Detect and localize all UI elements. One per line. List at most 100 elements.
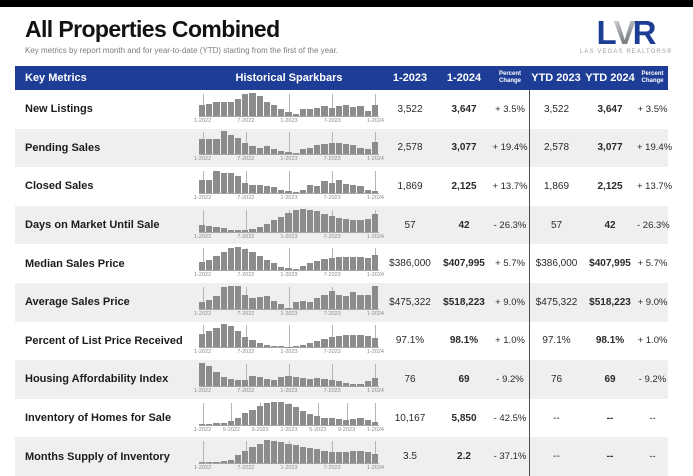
value-percent-change: + 9.0% xyxy=(495,296,525,308)
spark-bar xyxy=(227,421,235,425)
metric-label: Inventory of Homes for Sale xyxy=(25,412,172,425)
sparkbar-bars xyxy=(199,324,379,349)
value-ytd-2024: $518,223 xyxy=(589,296,631,308)
spark-bar xyxy=(299,108,307,116)
spark-bar xyxy=(227,102,235,116)
value-month-2023: 57 xyxy=(404,219,416,231)
sparkbar-axis-label: 7-2022 xyxy=(237,272,255,279)
sparkbar-axis-label: 7-2023 xyxy=(323,349,341,356)
spark-bar xyxy=(314,449,321,464)
sparkbar-axis-label: 1-2023 xyxy=(280,426,298,433)
spark-bar xyxy=(220,101,227,116)
spark-bar xyxy=(220,173,227,193)
spark-bar xyxy=(249,409,256,425)
spark-bar xyxy=(220,228,227,232)
sparkbar-axis-label: 1-2024 xyxy=(366,310,384,317)
value-ytd-2023: $475,322 xyxy=(529,282,583,322)
spark-bar xyxy=(271,441,278,464)
sparkbar-axis-label: 1-2022 xyxy=(194,233,212,240)
logo-caption: LAS VEGAS REALTORS® xyxy=(580,49,673,56)
spark-bar xyxy=(350,451,357,464)
value-month-2024: 98.1% xyxy=(449,335,479,347)
spark-bar xyxy=(364,380,371,386)
sparkbar-chart: 1-2022 7-2022 1-2023 7-2023 1-2024 xyxy=(194,362,384,395)
spark-bar xyxy=(271,220,278,232)
value-percent-change: + 3.5% xyxy=(495,103,525,115)
spark-bar xyxy=(335,418,343,425)
sparkbar-axis-label: 7-2022 xyxy=(237,310,255,317)
sparkbar-bars xyxy=(199,92,379,117)
spark-bar xyxy=(285,346,292,348)
sparkbar-axis-label: 1-2023 xyxy=(280,117,298,124)
spark-bar xyxy=(213,256,220,271)
value-ytd-2024: 98.1% xyxy=(595,335,625,347)
spark-bar xyxy=(249,184,256,193)
sparkbar-chart: 1-2022 7-2022 1-2023 7-2023 1-2024 xyxy=(194,285,384,318)
spark-bar xyxy=(307,343,314,348)
sparkbar-tick xyxy=(332,170,334,193)
value-month-2024: 2.2 xyxy=(457,451,471,463)
sparkbar-axis-labels: 1-2022 7-2022 1-2023 7-2023 1-2024 xyxy=(194,271,384,279)
sparkbar-chart: 1-2022 7-2022 1-2023 7-2023 1-2024 xyxy=(194,170,384,202)
spark-bar xyxy=(220,422,227,425)
spark-bar xyxy=(256,256,263,271)
spark-bar xyxy=(307,147,314,155)
sparkbar-axis-label: 5-2023 xyxy=(309,426,327,433)
spark-bar xyxy=(328,182,335,193)
spark-bar xyxy=(206,300,213,309)
metric-label: New Listings xyxy=(25,103,93,116)
spark-bar xyxy=(321,213,328,232)
sparkbar-axis-label: 1-2022 xyxy=(194,156,212,163)
metric-label: Housing Affordability Index xyxy=(25,373,169,386)
spark-bar xyxy=(343,419,350,425)
value-month-2024: 69 xyxy=(458,373,470,385)
spark-bar xyxy=(328,215,335,232)
spark-bar xyxy=(249,92,256,116)
spark-bar xyxy=(199,224,206,232)
spark-bar xyxy=(285,152,292,155)
top-black-bar xyxy=(0,0,693,7)
sparkbar-axis-label: 1-2023 xyxy=(280,310,298,317)
spark-bar xyxy=(321,106,328,116)
value-month-2024: 3,647 xyxy=(451,103,477,115)
spark-bar xyxy=(314,260,321,271)
spark-bar xyxy=(307,263,314,271)
spark-bar xyxy=(285,443,292,464)
spark-bar xyxy=(249,340,256,348)
sparkbar-axis-label: 1-2024 xyxy=(366,233,384,240)
header-key-metrics: Key Metrics xyxy=(25,72,87,84)
metric-label: Days on Market Until Sale xyxy=(25,219,160,232)
spark-bar xyxy=(371,377,379,386)
spark-bar xyxy=(364,257,371,271)
sparkbar-axis-labels: 1-2022 7-2022 1-2023 7-2023 1-2024 xyxy=(194,233,384,240)
spark-bar xyxy=(292,269,299,271)
table-row: Percent of List Price Received 1-2022 7-2… xyxy=(15,321,668,361)
value-month-2024: 42 xyxy=(458,219,470,231)
value-month-2023: 3,522 xyxy=(397,103,423,115)
sparkbar-axis-label: 7-2023 xyxy=(323,387,341,394)
spark-bar xyxy=(285,404,292,425)
spark-bar xyxy=(235,417,242,425)
spark-bar xyxy=(256,443,263,464)
spark-bar xyxy=(220,286,227,309)
spark-bar xyxy=(335,217,343,232)
sparkbar-axis-label: 7-2022 xyxy=(237,194,255,201)
spark-bar xyxy=(256,184,263,193)
spark-bar xyxy=(350,292,357,309)
spark-bar xyxy=(328,107,335,116)
spark-bar xyxy=(235,331,242,348)
value-percent-change: - 9.2% xyxy=(496,373,524,385)
spark-bar xyxy=(271,345,278,348)
spark-bar xyxy=(299,189,307,193)
metrics-table: Key Metrics Historical Sparkbars 1-2023 … xyxy=(15,66,672,476)
value-month-2023: 2,578 xyxy=(397,142,423,154)
spark-bar xyxy=(357,106,364,116)
spark-bar xyxy=(307,413,314,425)
spark-bar xyxy=(213,327,220,348)
sparkbar-tick xyxy=(289,248,290,271)
sparkbar-chart: 1-2022 5-2022 9-2022 1-2023 5-2023 9-2023 1-20… xyxy=(194,401,384,434)
spark-bar xyxy=(343,451,350,464)
sparkbar-axis-label: 1-2024 xyxy=(366,387,384,394)
spark-bar xyxy=(335,335,343,348)
spark-bar xyxy=(206,366,213,386)
